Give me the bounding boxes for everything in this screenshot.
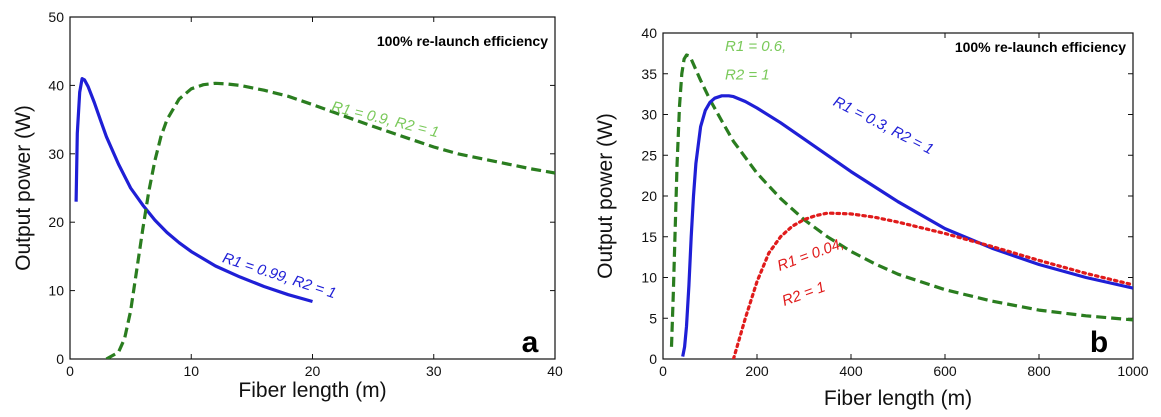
series-line (105, 81, 555, 359)
y-tick-label: 0 (649, 351, 657, 367)
annotation-text: 100% re-launch efficiency (955, 39, 1126, 55)
curve-label: R2 = 1 (725, 66, 770, 83)
x-tick-label: 400 (839, 363, 863, 379)
x-tick-label: 10 (183, 363, 199, 379)
y-tick-label: 40 (48, 77, 64, 93)
y-tick-label: 30 (48, 146, 64, 162)
y-tick-label: 15 (641, 229, 657, 245)
x-tick-label: 1000 (1117, 363, 1148, 379)
panel-letter: b (1090, 326, 1108, 359)
y-tick-label: 0 (56, 351, 64, 367)
y-tick-label: 10 (641, 270, 657, 286)
curve-label: R2 = 1 (780, 279, 828, 310)
y-tick-label: 35 (641, 66, 657, 82)
curve-label: R1 = 0.04, (775, 235, 846, 275)
x-axis-label: Fiber length (m) (238, 379, 386, 402)
series-line (731, 211, 1133, 359)
curve-label: R1 = 0.9, R2 = 1 (330, 98, 441, 141)
y-tick-label: 10 (48, 283, 64, 299)
y-tick-label: 50 (48, 9, 64, 25)
panel-b: 0 200 400 600 800 1000 0 5 10 15 20 25 30 35 40 R1 = 0.… (594, 25, 1149, 410)
series-line (669, 53, 1133, 347)
panel-letter: a (522, 326, 539, 359)
x-tick-label: 200 (745, 363, 769, 379)
x-axis-label: Fiber length (m) (824, 387, 972, 410)
y-tick-label: 30 (641, 107, 657, 123)
curve-label: R1 = 0.6, (725, 38, 786, 55)
curve-label: R1 = 0.3, R2 = 1 (830, 93, 936, 158)
x-tick-label: 0 (66, 363, 74, 379)
x-tick-label: 600 (933, 363, 957, 379)
y-tick-label: 20 (48, 214, 64, 230)
plot-frame (69, 16, 556, 360)
y-axis-label: Output power (W) (594, 113, 617, 279)
series-line (74, 76, 313, 304)
x-tick-label: 20 (305, 363, 321, 379)
x-tick-label: 30 (426, 363, 442, 379)
y-axis-label: Output power (W) (12, 105, 35, 271)
series-line (681, 94, 1133, 357)
x-tick-label: 800 (1027, 363, 1051, 379)
x-tick-label: 0 (659, 363, 667, 379)
y-tick-label: 40 (641, 25, 657, 41)
annotation-text: 100% re-launch efficiency (377, 33, 548, 49)
y-tick-label: 20 (641, 188, 657, 204)
x-tick-label: 40 (547, 363, 563, 379)
y-tick-label: 5 (649, 310, 657, 326)
y-tick-label: 25 (641, 147, 657, 163)
